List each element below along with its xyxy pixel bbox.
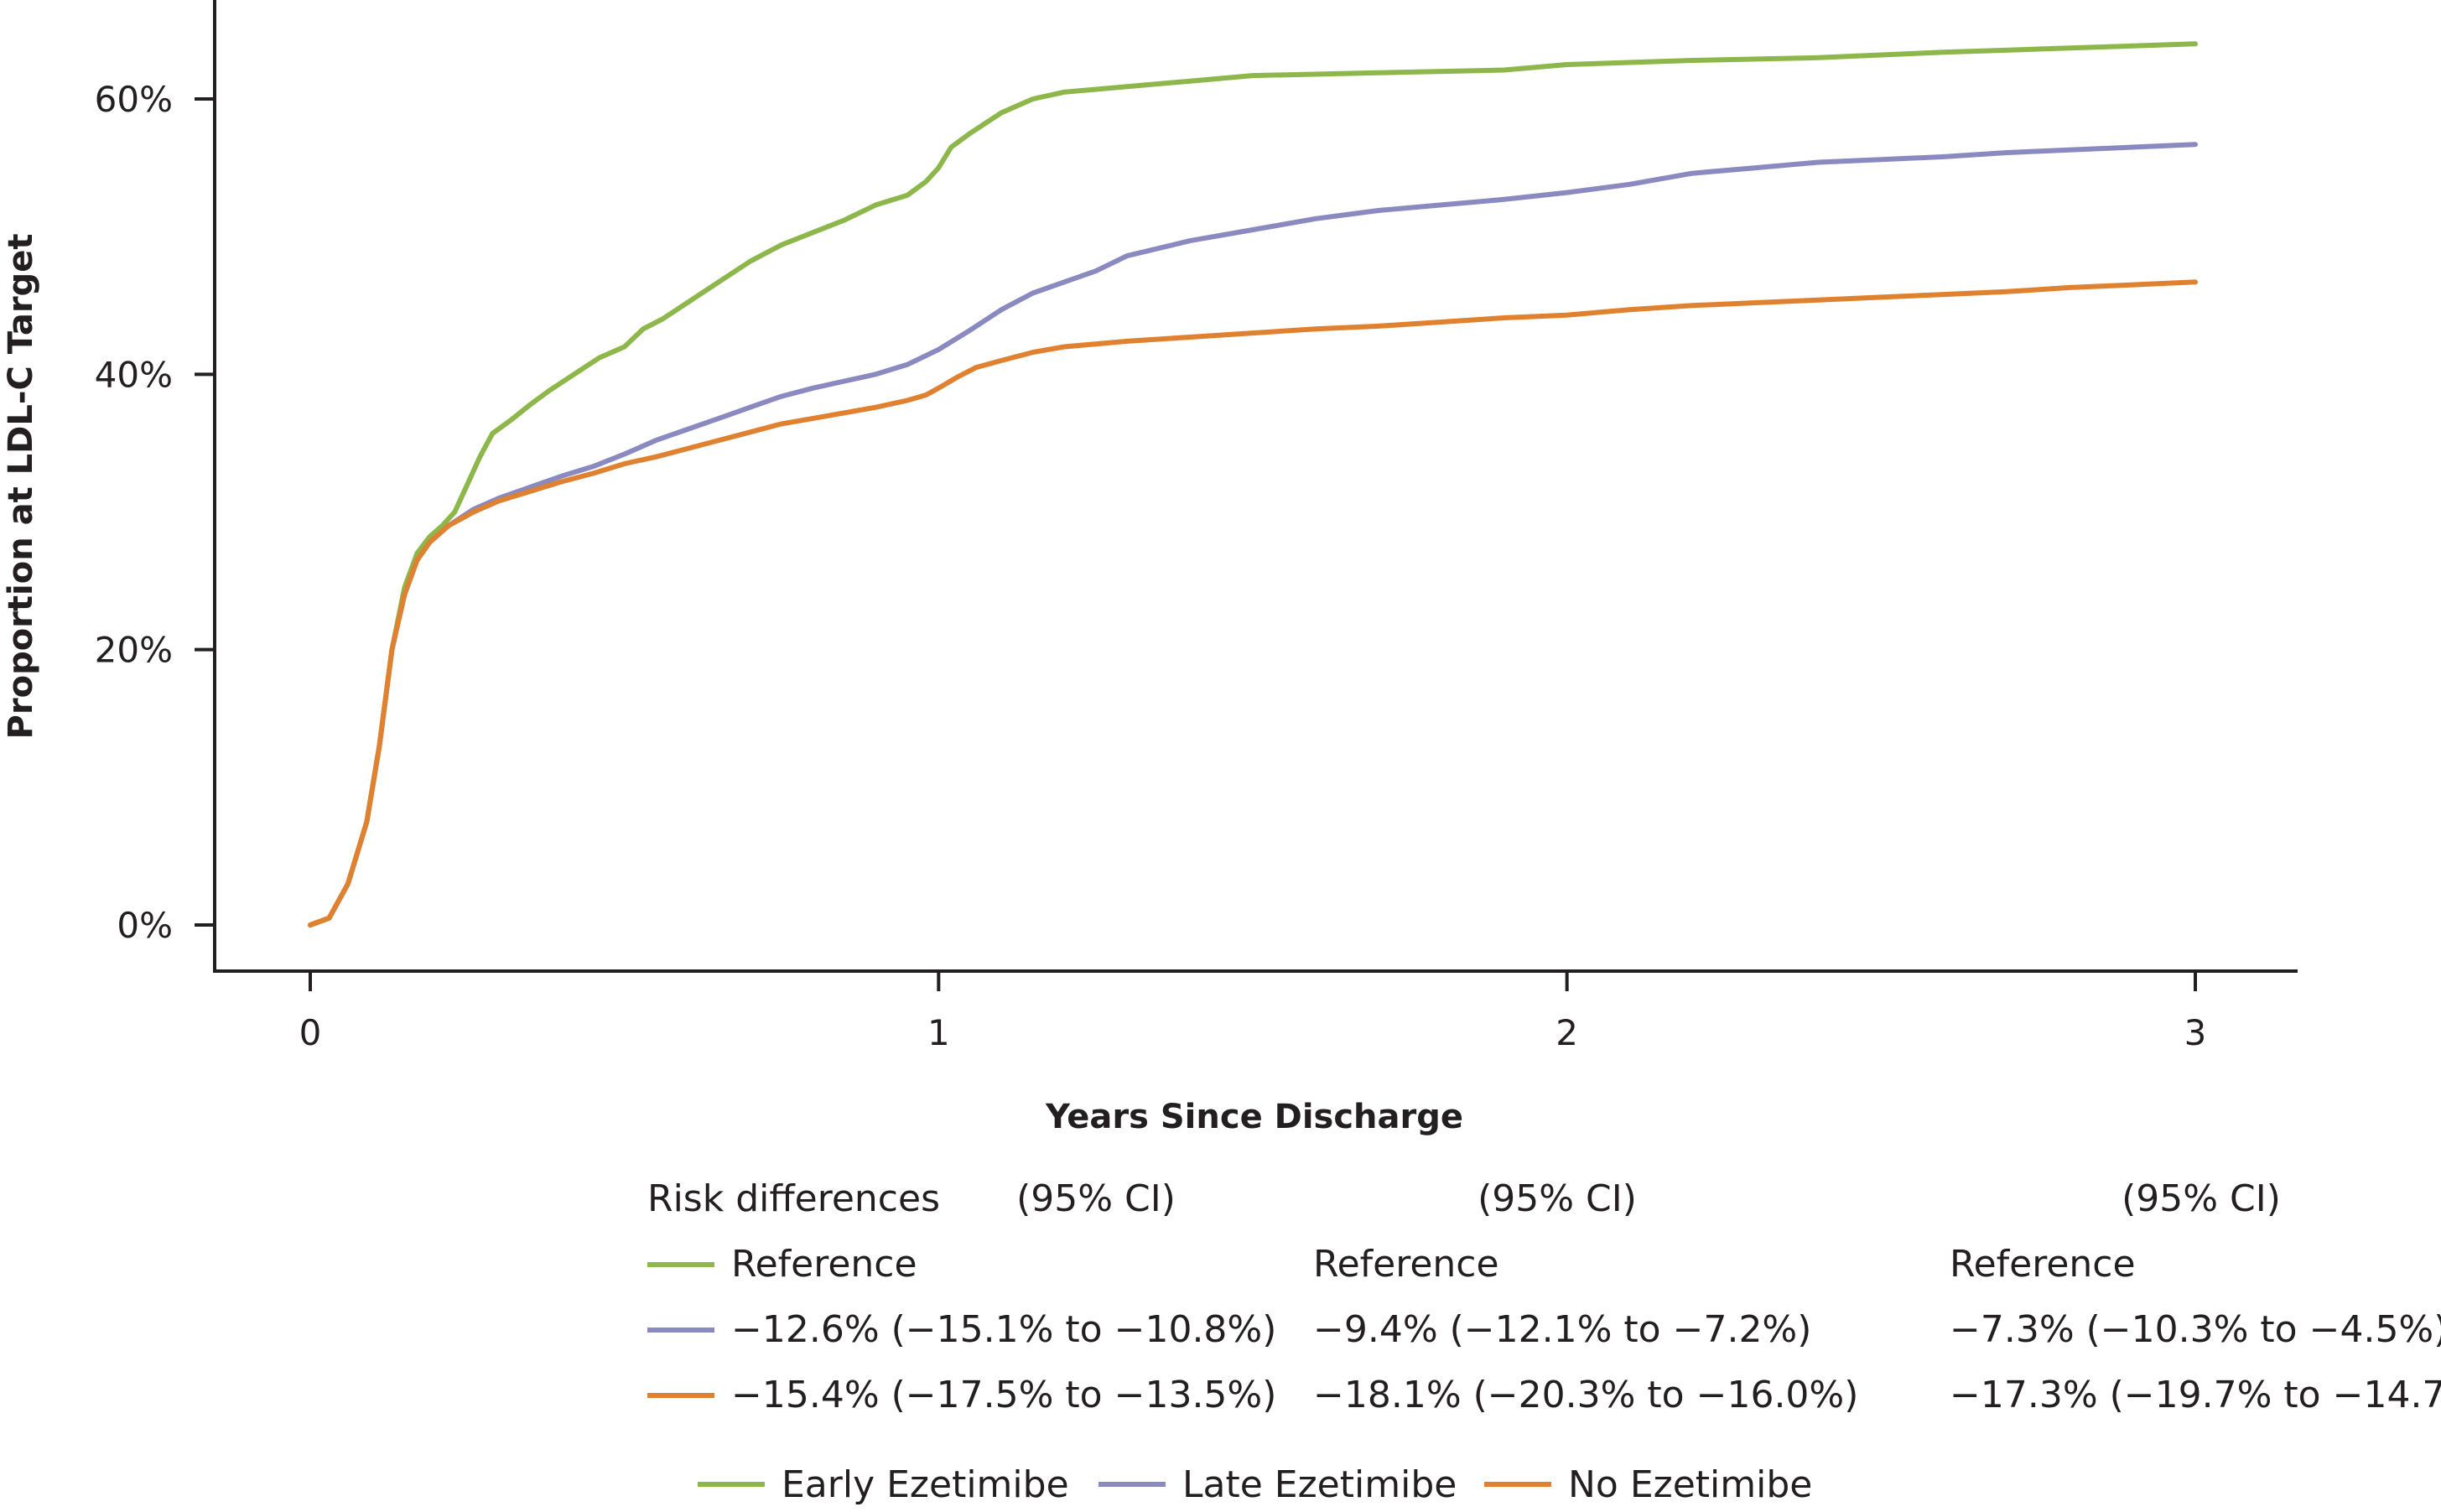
risk-table-cell: −12.6% (−15.1% to −10.8%) — [731, 1308, 1276, 1351]
x-axis-title: Years Since Discharge — [1045, 1098, 1463, 1136]
risk-table-cell: Reference — [1950, 1243, 2136, 1286]
y-tick-label: 60% — [95, 79, 173, 120]
y-axis-title: Proportion at LDL-C Target — [2, 234, 40, 740]
y-tick-label: 20% — [95, 630, 173, 671]
x-tick-label: 2 — [1555, 1012, 1578, 1053]
axes — [213, 0, 2298, 973]
risk-table-cell: −9.4% (−12.1% to −7.2%) — [1313, 1308, 1811, 1351]
series-line-no-ezetimibe — [308, 279, 2198, 927]
risk-table-ci-header: (95% CI) — [1016, 1177, 1176, 1220]
risk-table-cell: −17.3% (−19.7% to −14.7%) — [1950, 1374, 2441, 1416]
series-line-late-ezetimibe — [308, 142, 2198, 927]
y-tick-label: 0% — [117, 905, 173, 946]
series-line-early-ezetimibe — [308, 41, 2198, 927]
x-tick-label: 1 — [927, 1012, 950, 1053]
risk-table-header: Risk differences — [647, 1177, 940, 1220]
legend-label: Late Ezetimibe — [1182, 1463, 1457, 1506]
risk-table-ci-header: (95% CI) — [1478, 1177, 1637, 1220]
risk-table-cell: −15.4% (−17.5% to −13.5%) — [731, 1374, 1276, 1416]
x-tick-label: 3 — [2184, 1012, 2207, 1053]
series-lines — [308, 41, 2198, 927]
x-tick-label: 0 — [299, 1012, 322, 1053]
risk-difference-table: Risk differences (95% CI) (95% CI) (95% CI)… — [647, 1177, 2441, 1416]
risk-table-cell: Reference — [1313, 1243, 1499, 1286]
legend: Early Ezetimibe Late Ezetimibe No Ezetimib… — [698, 1463, 1812, 1506]
y-ticks: 0% 20% 40% 60% — [95, 79, 215, 946]
legend-label: Early Ezetimibe — [782, 1463, 1069, 1506]
risk-table-cell: −18.1% (−20.3% to −16.0%) — [1313, 1374, 1858, 1416]
risk-table-cell: −7.3% (−10.3% to −4.5%) — [1950, 1308, 2441, 1351]
y-tick-label: 40% — [95, 354, 173, 395]
risk-table-ci-header: (95% CI) — [2122, 1177, 2281, 1220]
x-ticks: 0 1 2 3 — [299, 971, 2207, 1053]
legend-label: No Ezetimibe — [1568, 1463, 1812, 1506]
risk-table-cell: Reference — [731, 1243, 917, 1286]
